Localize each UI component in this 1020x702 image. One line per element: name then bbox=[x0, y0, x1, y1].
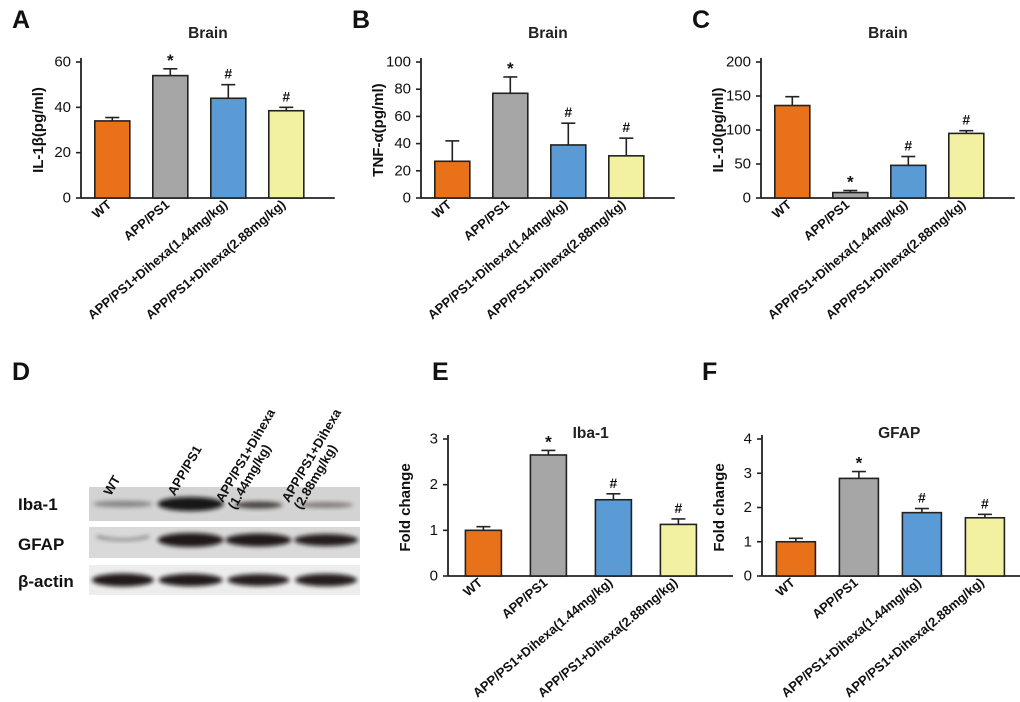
svg-text:40: 40 bbox=[394, 135, 411, 152]
svg-text:WT: WT bbox=[769, 197, 794, 222]
svg-text:2: 2 bbox=[744, 499, 752, 516]
svg-text:50: 50 bbox=[734, 156, 751, 173]
svg-text:0: 0 bbox=[430, 568, 438, 585]
svg-text:*: * bbox=[507, 59, 514, 78]
svg-text:APP/PS1: APP/PS1 bbox=[461, 197, 513, 244]
svg-text:0: 0 bbox=[743, 190, 751, 207]
svg-text:#: # bbox=[904, 138, 912, 154]
svg-text:*: * bbox=[847, 173, 854, 192]
svg-text:40: 40 bbox=[54, 99, 71, 116]
svg-text:60: 60 bbox=[54, 54, 71, 71]
svg-text:#: # bbox=[981, 495, 989, 511]
svg-text:APP/PS1: APP/PS1 bbox=[801, 197, 853, 244]
svg-text:APP/PS1: APP/PS1 bbox=[121, 197, 173, 244]
svg-text:IL-1β(pg/ml): IL-1β(pg/ml) bbox=[30, 87, 47, 173]
svg-text:#: # bbox=[675, 500, 683, 516]
svg-text:Brain: Brain bbox=[528, 25, 568, 42]
svg-text:1: 1 bbox=[744, 533, 752, 550]
svg-text:#: # bbox=[962, 112, 970, 128]
svg-text:20: 20 bbox=[54, 144, 71, 161]
svg-text:*: * bbox=[545, 432, 552, 451]
svg-text:3: 3 bbox=[430, 431, 438, 448]
svg-text:0: 0 bbox=[744, 568, 752, 585]
svg-text:IL-10(pg/ml): IL-10(pg/ml) bbox=[710, 87, 727, 172]
svg-text:150: 150 bbox=[726, 88, 751, 105]
svg-text:Fold change: Fold change bbox=[711, 463, 728, 551]
svg-text:WT: WT bbox=[89, 197, 114, 222]
svg-text:2: 2 bbox=[430, 476, 438, 493]
svg-text:#: # bbox=[622, 119, 630, 135]
svg-text:GFAP: GFAP bbox=[878, 425, 920, 442]
svg-text:WT: WT bbox=[460, 575, 485, 600]
svg-text:100: 100 bbox=[726, 122, 751, 139]
svg-text:20: 20 bbox=[394, 162, 411, 179]
svg-text:#: # bbox=[610, 475, 618, 491]
svg-text:Iba-1: Iba-1 bbox=[573, 425, 610, 442]
svg-text:100: 100 bbox=[386, 54, 411, 71]
svg-text:#: # bbox=[224, 66, 232, 82]
svg-text:4: 4 bbox=[744, 431, 752, 448]
svg-text:#: # bbox=[918, 490, 926, 506]
svg-text:80: 80 bbox=[394, 81, 411, 98]
svg-text:0: 0 bbox=[403, 190, 411, 207]
svg-text:0: 0 bbox=[63, 190, 71, 207]
svg-text:WT: WT bbox=[773, 575, 798, 600]
svg-text:APP/PS1: APP/PS1 bbox=[499, 575, 551, 622]
svg-text:TNF-α(pg/ml): TNF-α(pg/ml) bbox=[370, 83, 387, 176]
svg-text:#: # bbox=[564, 104, 572, 120]
svg-text:200: 200 bbox=[726, 54, 751, 71]
svg-text:*: * bbox=[856, 454, 863, 473]
svg-text:Brain: Brain bbox=[188, 25, 228, 42]
svg-text:Brain: Brain bbox=[868, 25, 908, 42]
svg-text:60: 60 bbox=[394, 108, 411, 125]
svg-text:#: # bbox=[282, 88, 290, 104]
svg-text:3: 3 bbox=[744, 465, 752, 482]
svg-text:WT: WT bbox=[429, 197, 454, 222]
svg-text:1: 1 bbox=[430, 522, 438, 539]
svg-text:APP/PS1: APP/PS1 bbox=[809, 575, 861, 622]
svg-text:*: * bbox=[167, 51, 174, 70]
svg-text:APP/PS1+Dihexa(2.88mg/kg): APP/PS1+Dihexa(2.88mg/kg) bbox=[535, 575, 681, 700]
